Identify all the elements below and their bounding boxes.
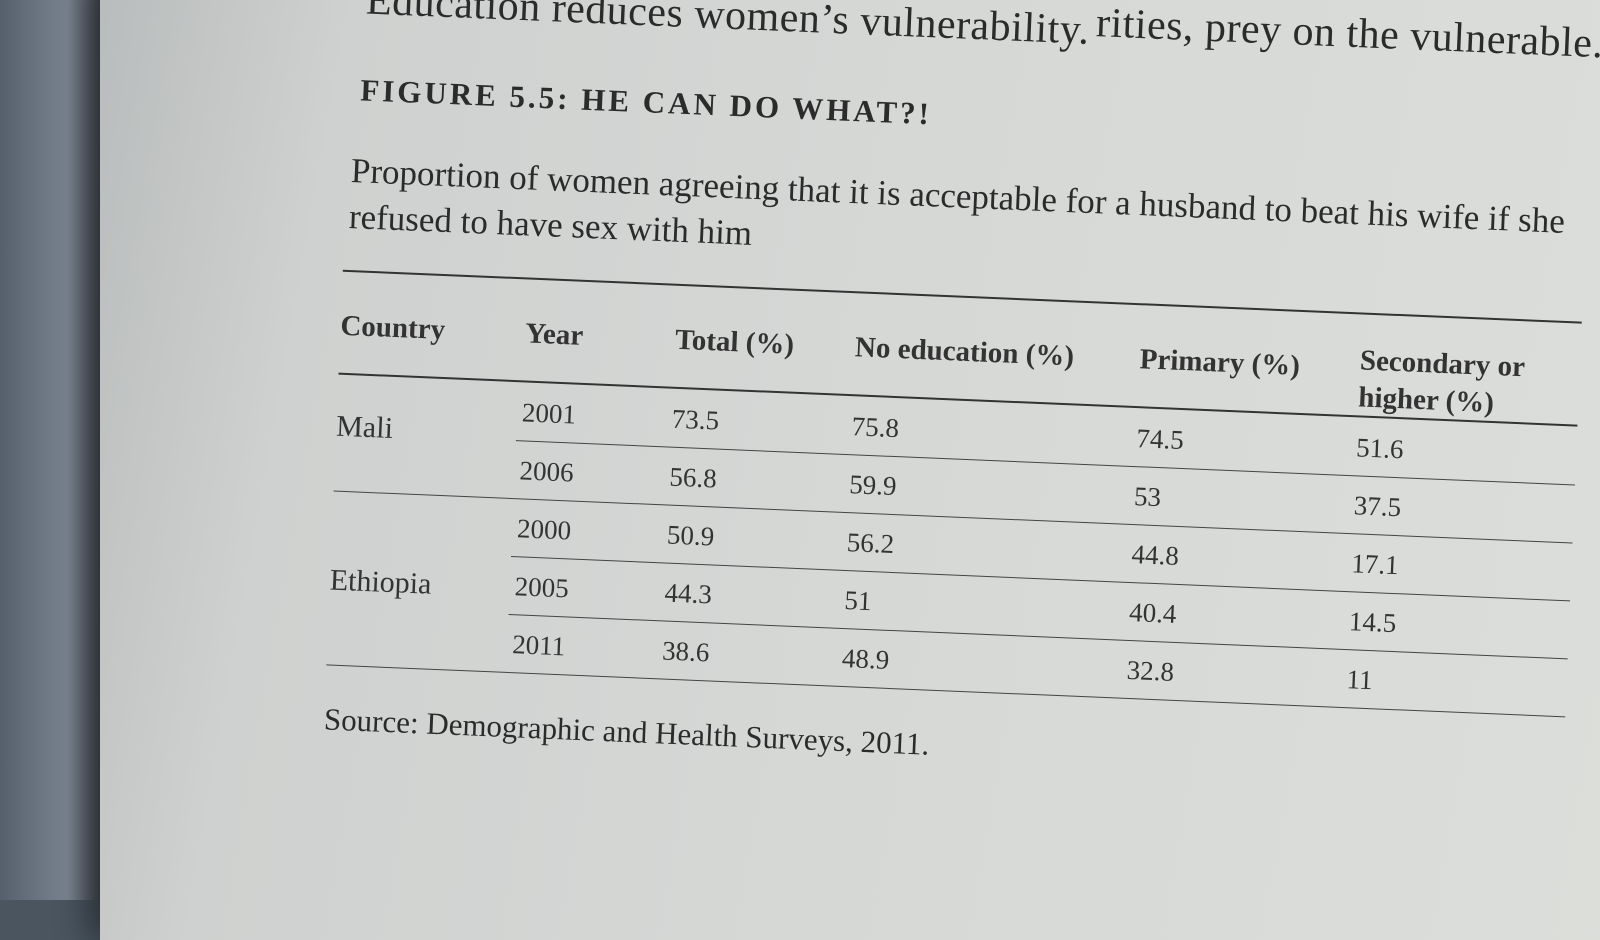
column-header-primary: Primary (%) [1139,343,1301,382]
previous-text-right: rities, prey on the vulnerable. [1095,0,1600,68]
cell-secondary: 11 [1345,664,1374,696]
column-header-no-education: No education (%) [854,331,1075,373]
cell-total: 56.8 [668,461,718,494]
cell-primary: 44.8 [1131,539,1180,571]
column-header-total: Total (%) [674,323,795,361]
source-note: Source: Demographic and Health Surveys, … [323,701,931,762]
figure-label: FIGURE 5.5: HE CAN DO WHAT?! [359,72,933,132]
cell-no-education: 56.2 [846,527,895,560]
cell-primary: 32.8 [1126,654,1175,687]
cell-year: 2005 [514,571,570,604]
page-content: Education reduces women’s vulnerability.… [323,0,1600,762]
cell-total: 73.5 [671,403,720,436]
cell-total: 38.6 [661,635,711,668]
country-ethiopia: Ethiopia [329,563,433,601]
cell-primary: 53 [1133,481,1162,513]
cell-primary: 40.4 [1128,596,1178,629]
cell-year: 2000 [516,513,572,546]
cell-secondary: 37.5 [1353,490,1402,523]
cell-no-education: 51 [843,585,873,617]
column-header-secondary: Secondary or higher (%) [1357,344,1526,420]
column-header-country: Country [339,309,446,347]
cell-year: 2006 [518,455,575,488]
cell-total: 44.3 [663,577,713,610]
column-header-year: Year [524,317,584,352]
cell-no-education: 75.8 [851,411,900,444]
cell-year: 2001 [521,397,577,430]
cell-secondary: 17.1 [1350,548,1400,581]
cell-total: 50.9 [666,519,715,552]
cell-secondary: 14.5 [1348,606,1397,639]
previous-text: Education reduces women’s vulnerability.… [355,0,1600,67]
figure-caption: Proportion of women agreeing that it is … [348,151,1566,253]
cell-secondary: 51.6 [1355,432,1405,465]
book-page: Education reduces women’s vulnerability.… [100,0,1600,940]
cell-year: 2011 [511,629,566,662]
cell-no-education: 48.9 [841,643,890,675]
cell-primary: 74.5 [1135,423,1185,456]
cell-no-education: 59.9 [848,469,898,502]
country-mali: Mali [335,409,394,445]
previous-text-left: Education reduces women’s vulnerability. [365,0,1091,54]
